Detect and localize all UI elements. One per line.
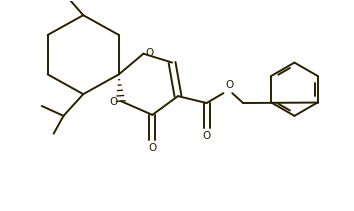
Text: O: O: [109, 97, 118, 107]
Text: O: O: [148, 142, 156, 153]
Text: O: O: [202, 131, 211, 141]
Text: O: O: [225, 80, 234, 90]
Text: O: O: [145, 48, 154, 58]
